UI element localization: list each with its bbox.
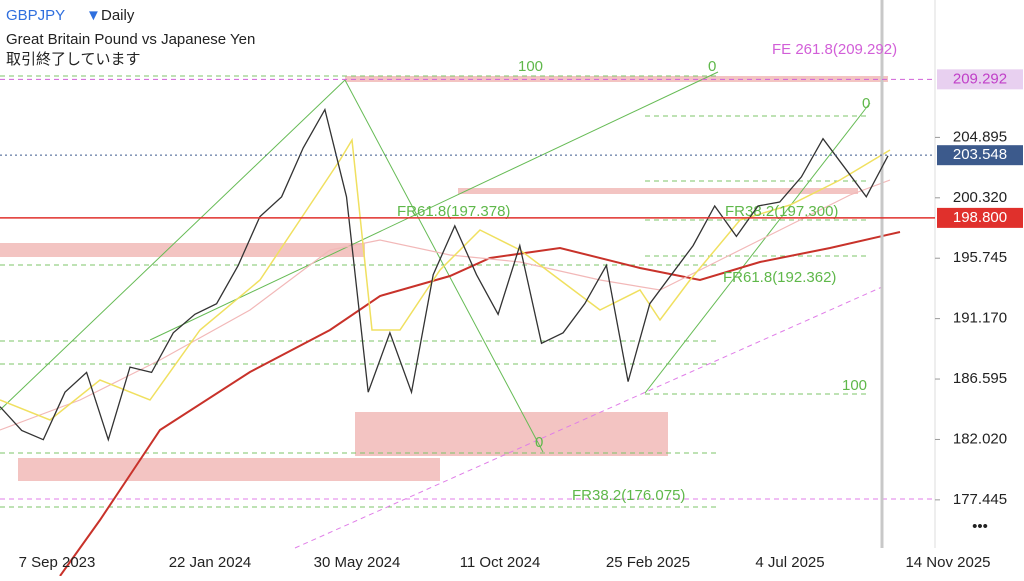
price-label: 191.170 [953,310,1007,327]
price-tag [937,207,1023,228]
more-menu[interactable]: ••• [972,518,988,535]
price-line [0,107,889,442]
price-label: 177.445 [953,491,1007,508]
price-tag-label: 203.548 [953,146,1007,163]
annotation: 100 [518,58,543,75]
date-label: 14 Nov 2025 [905,554,990,571]
price-tag-label: 209.292 [953,70,1007,87]
moving-average-200 [59,231,901,577]
date-label: 4 Jul 2025 [755,554,824,571]
annotation: 0 [535,434,543,451]
annotation: 0 [862,95,870,112]
date-axis: 7 Sep 2023 22 Jan 2024 30 May 2024 11 Oc… [19,554,991,571]
price-label: 186.595 [953,370,1007,387]
date-label: 25 Feb 2025 [606,554,690,571]
description: Great Britain Pound vs Japanese Yen [6,31,255,48]
price-label: 182.020 [953,430,1007,447]
price-label: 200.320 [953,189,1007,206]
date-label: 7 Sep 2023 [19,554,96,571]
moving-average-50 [0,179,891,431]
zones [0,76,888,481]
date-label: 22 Jan 2024 [169,554,252,571]
price-label: 195.745 [953,249,1007,266]
moving-average-20 [0,137,891,421]
annotation: 0 [708,58,716,75]
annotation: FR38.2(197.300) [725,203,838,220]
moving-average-long [294,286,883,549]
annotation: FR38.2(176.075) [572,487,685,504]
price-tag [937,145,1023,166]
status: 取引終了しています [6,51,141,68]
annotation: FR61.8(197.378) [397,203,510,220]
annotation: FR61.8(192.362) [723,269,836,286]
price-tag [937,69,1023,90]
dropdown-icon[interactable]: ▼ [86,7,101,24]
annotation: 100 [842,377,867,394]
date-label: 11 Oct 2024 [460,554,541,571]
symbol[interactable]: GBPJPY [6,7,65,24]
price-tag-label: 198.800 [953,209,1007,226]
price-label: 204.895 [953,128,1007,145]
fib-levels [0,75,870,508]
timeframe[interactable]: Daily [101,7,135,24]
date-label: 30 May 2024 [314,554,401,571]
annotation: FE 261.8(209.292) [772,41,897,58]
